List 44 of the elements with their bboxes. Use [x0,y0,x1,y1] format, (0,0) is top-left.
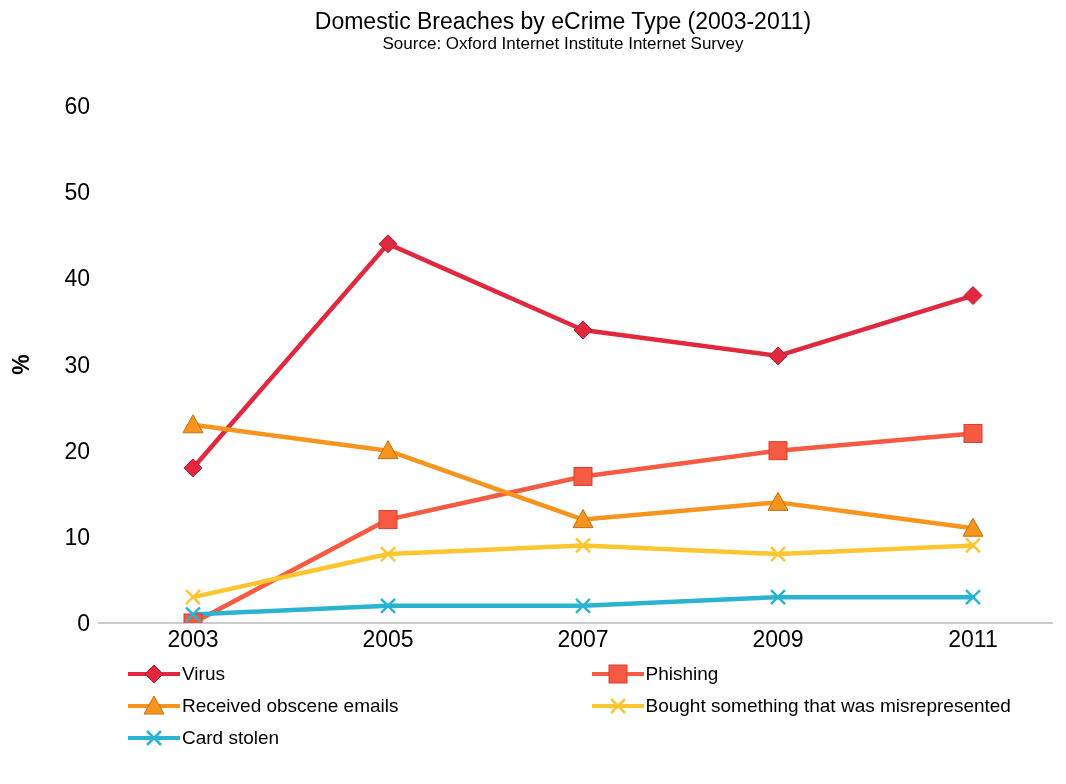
point [964,537,982,554]
x-tick-label: 2005 [362,626,414,653]
point [572,509,594,529]
point [573,320,593,340]
point [768,346,788,366]
chart-subtitle: Source: Oxford Internet Institute Internet Survey [381,34,745,54]
legend-label: Phishing [645,663,719,685]
point [574,537,592,554]
point [573,467,593,487]
x-tick-label: 2007 [557,626,609,653]
y-tick-label: 60 [64,93,90,120]
x-tick-label: 2003 [167,626,219,653]
point [379,545,397,563]
point [184,588,202,606]
chart-title: Domestic Breaches by eCrime Type (2003-2011) [313,8,813,34]
y-tick-label: 10 [64,524,90,550]
point [964,588,982,606]
y-tick-label: 50 [64,179,90,206]
point [378,234,398,254]
y-tick-label: 0 [77,610,90,637]
y-tick-label: 20 [64,437,90,464]
point [574,597,592,615]
point [183,458,203,478]
point [769,545,787,563]
point [379,597,397,615]
x-tick-label: 2009 [752,626,804,653]
legend-label: Virus [182,663,225,685]
point [182,414,204,434]
point [767,491,789,511]
legend-label: Bought something that was misrepresented [645,695,1011,717]
point [963,286,983,306]
point [963,423,983,443]
point [184,606,202,623]
y-tick-label: 40 [64,265,90,292]
legend-label: Card stolen [182,727,280,749]
legend-label: Received obscene emails [182,695,399,717]
point [768,441,788,461]
point [962,517,984,537]
point [769,588,787,606]
y-tick-label: 30 [64,351,90,378]
x-tick-label: 2011 [948,626,998,653]
y-axis-title: % [8,354,35,375]
point [378,510,398,530]
point [377,440,399,460]
